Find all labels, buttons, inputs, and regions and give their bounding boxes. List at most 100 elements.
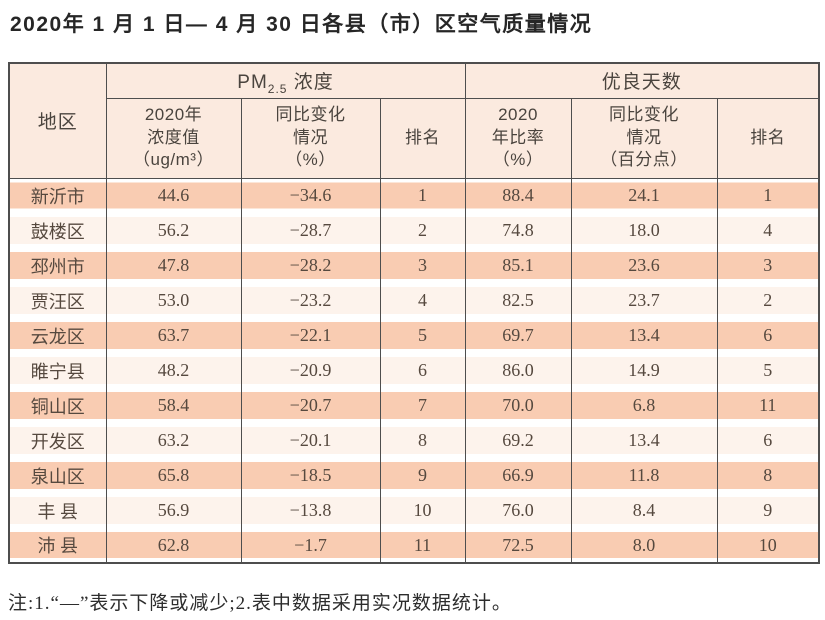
- table-row: 睢宁县 48.2 −20.9 6 86.0 14.9 5: [8, 353, 820, 388]
- cell-days-ratio: 72.5: [464, 528, 572, 563]
- cell-days-change: 8.4: [570, 493, 718, 528]
- cell-days-change: 18.0: [570, 213, 718, 248]
- cell-pm-rank: 10: [379, 493, 466, 528]
- header-sub-row: 2020年 浓度值 （ug/m³） 同比变化 情况 （%） 排名 2020 年比…: [9, 98, 820, 179]
- cell-days-ratio: 76.0: [464, 493, 572, 528]
- table-row: 沛 县 62.8 −1.7 11 72.5 8.0 10: [8, 528, 820, 563]
- cell-region: 新沂市: [8, 178, 107, 213]
- table-row: 鼓楼区 56.2 −28.7 2 74.8 18.0 4: [8, 213, 820, 248]
- cell-days-ratio: 82.5: [464, 283, 572, 318]
- column-group-good-days: 优良天数: [464, 63, 820, 99]
- table-row: 铜山区 58.4 −20.7 7 70.0 6.8 11: [8, 388, 820, 423]
- cell-region: 丰 县: [8, 493, 107, 528]
- table-body: 新沂市 44.6 −34.6 1 88.4 24.1 1 鼓楼区 56.2 −2…: [8, 178, 820, 563]
- cell-days-rank: 1: [716, 178, 820, 213]
- column-group-pm25: PM2.5 浓度: [105, 63, 466, 99]
- cell-days-ratio: 69.2: [464, 423, 572, 458]
- cell-pm-change: −18.5: [240, 458, 381, 493]
- cell-days-change: 23.6: [570, 248, 718, 283]
- cell-pm-value: 63.2: [105, 423, 242, 458]
- cell-days-rank: 8: [716, 458, 820, 493]
- cell-days-rank: 2: [716, 283, 820, 318]
- cell-pm-rank: 4: [379, 283, 466, 318]
- cell-days-rank: 4: [716, 213, 820, 248]
- cell-region: 睢宁县: [8, 353, 107, 388]
- cell-pm-value: 58.4: [105, 388, 242, 423]
- cell-pm-change: −28.7: [240, 213, 381, 248]
- cell-region: 云龙区: [8, 318, 107, 353]
- cell-region: 铜山区: [8, 388, 107, 423]
- footnote: 注:1.“—”表示下降或减少;2.表中数据采用实况数据统计。: [8, 593, 512, 614]
- cell-days-rank: 5: [716, 353, 820, 388]
- cell-days-change: 8.0: [570, 528, 718, 563]
- column-header-region: 地区: [8, 63, 107, 179]
- pm25-subscript: 2.5: [267, 82, 288, 97]
- air-quality-table: 地区 PM2.5 浓度 优良天数 2020年 浓度值 （ug/m³） 同比变化 …: [8, 62, 821, 564]
- cell-days-rank: 6: [716, 318, 820, 353]
- cell-region: 沛 县: [8, 528, 107, 563]
- page-title: 2020年 1 月 1 日— 4 月 30 日各县（市）区空气质量情况: [10, 13, 593, 36]
- cell-days-ratio: 86.0: [464, 353, 572, 388]
- table-header: 地区 PM2.5 浓度 优良天数 2020年 浓度值 （ug/m³） 同比变化 …: [8, 63, 820, 179]
- cell-pm-rank: 11: [379, 528, 466, 563]
- cell-days-change: 24.1: [570, 178, 718, 213]
- cell-days-change: 14.9: [570, 353, 718, 388]
- header-group-row: 地区 PM2.5 浓度 优良天数: [8, 63, 820, 179]
- cell-pm-rank: 2: [379, 213, 466, 248]
- cell-region: 泉山区: [8, 458, 107, 493]
- cell-days-change: 23.7: [570, 283, 718, 318]
- cell-region: 开发区: [8, 423, 107, 458]
- pm25-label-suffix: 浓度: [287, 72, 334, 94]
- cell-pm-value: 63.7: [105, 318, 242, 353]
- cell-pm-rank: 8: [379, 423, 466, 458]
- cell-pm-rank: 1: [379, 178, 466, 213]
- cell-pm-change: −34.6: [240, 178, 381, 213]
- pm25-label: PM: [237, 72, 268, 94]
- cell-region: 贾汪区: [8, 283, 107, 318]
- table-row: 丰 县 56.9 −13.8 10 76.0 8.4 9: [8, 493, 820, 528]
- cell-pm-change: −23.2: [240, 283, 381, 318]
- cell-pm-rank: 9: [379, 458, 466, 493]
- cell-days-rank: 10: [716, 528, 820, 563]
- cell-pm-rank: 6: [379, 353, 466, 388]
- table-row: 开发区 63.2 −20.1 8 69.2 13.4 6: [8, 423, 820, 458]
- cell-days-rank: 9: [716, 493, 820, 528]
- table-row: 邳州市 47.8 −28.2 3 85.1 23.6 3: [8, 248, 820, 283]
- cell-pm-rank: 7: [379, 388, 466, 423]
- cell-days-ratio: 66.9: [464, 458, 572, 493]
- cell-pm-value: 56.9: [105, 493, 242, 528]
- cell-days-change: 13.4: [570, 423, 718, 458]
- column-header-pm-rank: 排名: [379, 98, 466, 179]
- table-row: 云龙区 63.7 −22.1 5 69.7 13.4 6: [8, 318, 820, 353]
- cell-pm-value: 44.6: [105, 178, 242, 213]
- column-header-days-ratio: 2020 年比率 （%）: [464, 98, 572, 179]
- column-header-days-rank: 排名: [716, 98, 820, 179]
- table-row: 贾汪区 53.0 −23.2 4 82.5 23.7 2: [8, 283, 820, 318]
- cell-pm-value: 53.0: [105, 283, 242, 318]
- cell-pm-rank: 5: [379, 318, 466, 353]
- cell-pm-value: 48.2: [105, 353, 242, 388]
- cell-days-ratio: 88.4: [464, 178, 572, 213]
- table-row: 新沂市 44.6 −34.6 1 88.4 24.1 1: [8, 178, 820, 213]
- cell-pm-value: 47.8: [105, 248, 242, 283]
- cell-pm-change: −20.7: [240, 388, 381, 423]
- table-row: 泉山区 65.8 −18.5 9 66.9 11.8 8: [8, 458, 820, 493]
- cell-pm-value: 56.2: [105, 213, 242, 248]
- cell-days-ratio: 69.7: [464, 318, 572, 353]
- cell-pm-value: 65.8: [105, 458, 242, 493]
- cell-pm-change: −20.9: [240, 353, 381, 388]
- cell-pm-change: −20.1: [240, 423, 381, 458]
- cell-region: 鼓楼区: [8, 213, 107, 248]
- cell-days-ratio: 70.0: [464, 388, 572, 423]
- cell-days-change: 6.8: [570, 388, 718, 423]
- cell-days-change: 11.8: [570, 458, 718, 493]
- cell-days-ratio: 85.1: [464, 248, 572, 283]
- cell-pm-change: −13.8: [240, 493, 381, 528]
- cell-pm-value: 62.8: [105, 528, 242, 563]
- column-header-pm-value: 2020年 浓度值 （ug/m³）: [105, 98, 242, 179]
- cell-days-rank: 11: [716, 388, 820, 423]
- cell-days-rank: 3: [716, 248, 820, 283]
- cell-pm-change: −22.1: [240, 318, 381, 353]
- cell-pm-change: −28.2: [240, 248, 381, 283]
- cell-days-change: 13.4: [570, 318, 718, 353]
